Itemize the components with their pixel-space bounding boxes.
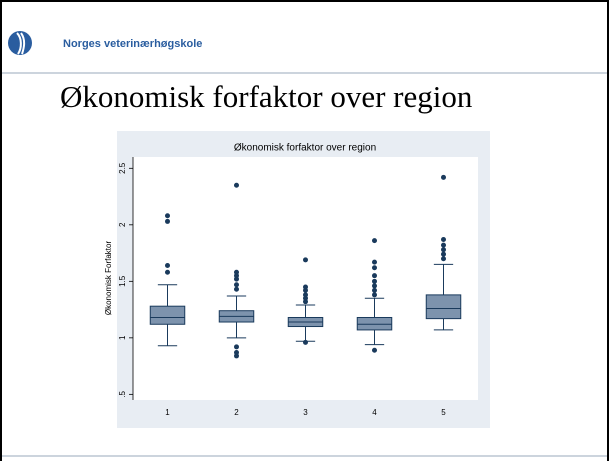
outlier [234, 350, 239, 356]
x-tick-label: 1 [165, 408, 170, 417]
y-tick-label: 2.5 [118, 162, 127, 174]
outlier [372, 259, 377, 265]
outlier [165, 263, 170, 269]
y-tick-label: 1.5 [118, 275, 127, 287]
outlier [165, 218, 170, 224]
org-name: Norges veterinærhøgskole [63, 38, 202, 50]
outlier [372, 273, 377, 279]
chart-title: Økonomisk forfaktor over region [234, 143, 376, 154]
plot-area [133, 157, 478, 400]
y-axis-label: Økonomisk Forfaktor [104, 241, 113, 316]
outlier [372, 238, 377, 244]
outlier [303, 257, 308, 263]
outlier [234, 286, 239, 292]
outlier [441, 251, 446, 257]
outlier [234, 269, 239, 275]
box [425, 294, 462, 320]
outlier [372, 278, 377, 284]
outlier [441, 237, 446, 243]
outlier [441, 256, 446, 262]
outlier [372, 283, 377, 289]
outlier [441, 247, 446, 253]
box [356, 316, 393, 331]
outlier [372, 292, 377, 298]
slide-title: Økonomisk forfaktor over region [60, 79, 473, 114]
outlier [303, 292, 308, 298]
outlier [372, 265, 377, 271]
outlier [303, 339, 308, 345]
outlier [372, 347, 377, 353]
outlier [165, 269, 170, 275]
box [149, 305, 186, 325]
y-tick-label: 2 [118, 222, 127, 227]
outlier [234, 182, 239, 188]
y-tick-label: 1 [118, 335, 127, 340]
logo [8, 31, 32, 55]
x-tick-label: 5 [441, 408, 446, 417]
x-tick-label: 3 [303, 408, 308, 417]
x-tick-label: 4 [372, 408, 377, 417]
outlier [165, 213, 170, 219]
outlier [234, 344, 239, 350]
outlier [441, 174, 446, 180]
outlier [303, 284, 308, 290]
y-tick-label: .5 [118, 390, 127, 397]
outlier [441, 242, 446, 248]
outlier [372, 287, 377, 293]
x-tick-label: 2 [234, 408, 239, 417]
outlier [234, 282, 239, 288]
